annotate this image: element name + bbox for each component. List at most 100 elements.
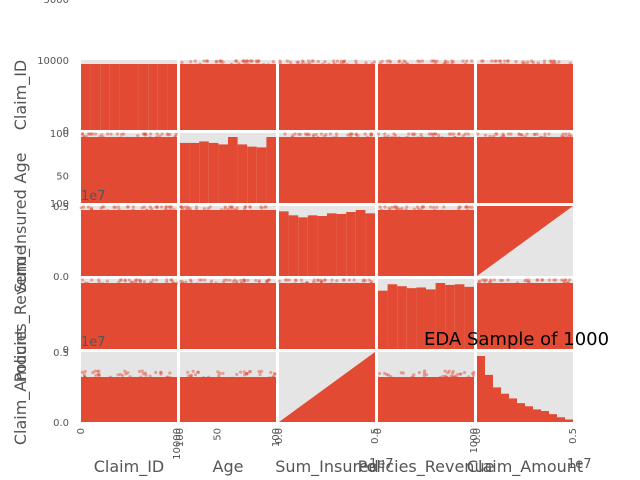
scatter-point bbox=[100, 205, 105, 209]
scatter-point bbox=[230, 376, 234, 380]
scatter-point bbox=[148, 132, 153, 136]
scatter-point bbox=[334, 135, 338, 139]
scatter-point bbox=[332, 61, 336, 66]
scatter-point bbox=[483, 278, 487, 282]
scatter-point bbox=[82, 375, 87, 379]
scatter-point bbox=[217, 282, 221, 286]
scatter-point bbox=[356, 133, 360, 138]
scatter-point bbox=[93, 369, 97, 373]
scatter-point bbox=[238, 377, 242, 381]
scatter-point bbox=[237, 61, 241, 66]
y-tick-label: 100 bbox=[50, 129, 69, 140]
scatter-point bbox=[308, 61, 312, 66]
scatter-point bbox=[547, 132, 551, 136]
hist-bar bbox=[228, 137, 238, 203]
scatter-point bbox=[334, 283, 338, 287]
scatter-cloud bbox=[81, 210, 177, 276]
scatter-point bbox=[451, 369, 455, 373]
scatter-point bbox=[79, 206, 83, 210]
y-axis-label: Claim_Amount bbox=[11, 329, 31, 445]
scatter-point bbox=[184, 280, 188, 284]
scatter-point bbox=[189, 373, 194, 377]
hist-bar bbox=[218, 144, 228, 203]
scatter-point bbox=[480, 59, 484, 63]
scatter-point bbox=[185, 208, 189, 212]
scatter-point bbox=[97, 280, 101, 284]
scatter-point bbox=[97, 373, 101, 377]
scatter-point bbox=[159, 372, 163, 376]
scatter-point bbox=[319, 279, 324, 283]
scatter-point bbox=[209, 282, 213, 286]
scatter-point bbox=[242, 279, 246, 283]
scatter-point bbox=[147, 282, 151, 287]
cell-Claim_Amount-vs-Sum_Insured bbox=[279, 352, 375, 422]
scatter-point bbox=[540, 278, 544, 282]
scatter-point bbox=[122, 132, 126, 136]
scatter-point bbox=[160, 132, 164, 136]
scatter-point bbox=[97, 369, 101, 373]
y-tick-label: 5000 bbox=[44, 0, 69, 6]
scatter-point bbox=[482, 282, 487, 286]
scatter-point bbox=[311, 280, 316, 284]
scatter-point bbox=[530, 59, 534, 63]
scatter-cloud bbox=[180, 377, 276, 422]
scatter-point bbox=[515, 281, 519, 285]
scatter-point bbox=[560, 134, 564, 138]
scatter-point bbox=[485, 64, 489, 68]
scatter-point bbox=[378, 61, 383, 65]
scatter-point bbox=[239, 278, 243, 283]
scatter-point bbox=[80, 278, 85, 282]
scatter-point bbox=[415, 205, 420, 209]
scatter-point bbox=[456, 376, 460, 380]
scatter-point bbox=[80, 132, 84, 136]
scatter-point bbox=[131, 208, 135, 212]
scatter-point bbox=[533, 132, 537, 136]
scatter-point bbox=[410, 64, 414, 68]
scatter-point bbox=[457, 132, 461, 136]
scatter-point bbox=[561, 135, 565, 140]
scatter-point bbox=[246, 278, 250, 282]
scatter-point bbox=[257, 59, 261, 63]
scatter-point bbox=[131, 205, 136, 209]
scatter-point bbox=[452, 132, 456, 136]
x-tick-label: 100 bbox=[271, 428, 282, 447]
scatter-point bbox=[165, 280, 169, 284]
scatter-point bbox=[432, 132, 436, 136]
scatter-point bbox=[97, 278, 101, 282]
scatter-point bbox=[185, 205, 189, 209]
scatter-point bbox=[481, 59, 485, 63]
scatter-point bbox=[142, 280, 147, 284]
scatter-region bbox=[279, 352, 375, 422]
scatter-point bbox=[449, 132, 453, 136]
scatter-point bbox=[432, 64, 436, 68]
scatter-point bbox=[218, 376, 222, 380]
cell-Claim_Amount-vs-Age bbox=[180, 352, 277, 422]
scatter-point bbox=[198, 62, 202, 66]
scatter-point bbox=[226, 207, 230, 212]
scatter-point bbox=[314, 282, 318, 286]
scatter-point bbox=[99, 283, 103, 287]
x-tick-label: 0.0 bbox=[274, 428, 285, 444]
scatter-point bbox=[293, 132, 297, 136]
scatter-point bbox=[234, 59, 238, 63]
scatter-point bbox=[127, 278, 131, 282]
hist-bar bbox=[317, 216, 327, 276]
scatter-point bbox=[484, 278, 488, 282]
scatter-point bbox=[449, 374, 453, 378]
scatter-point bbox=[136, 282, 140, 286]
hist-bar bbox=[100, 64, 110, 130]
scatter-point bbox=[363, 278, 367, 283]
scatter-point bbox=[142, 205, 146, 209]
scatter-point bbox=[251, 376, 255, 381]
scatter-point bbox=[466, 208, 470, 212]
scatter-point bbox=[430, 59, 434, 63]
scatter-point bbox=[490, 59, 494, 63]
scatter-point bbox=[365, 135, 370, 139]
scatter-point bbox=[323, 278, 327, 282]
scatter-point bbox=[101, 135, 105, 139]
scatter-point bbox=[433, 61, 438, 65]
x-axis-label: Sum_Insured bbox=[275, 457, 378, 477]
x-tick-label: 100 bbox=[175, 428, 186, 447]
scatter-point bbox=[499, 135, 504, 139]
scatter-point bbox=[542, 59, 547, 63]
